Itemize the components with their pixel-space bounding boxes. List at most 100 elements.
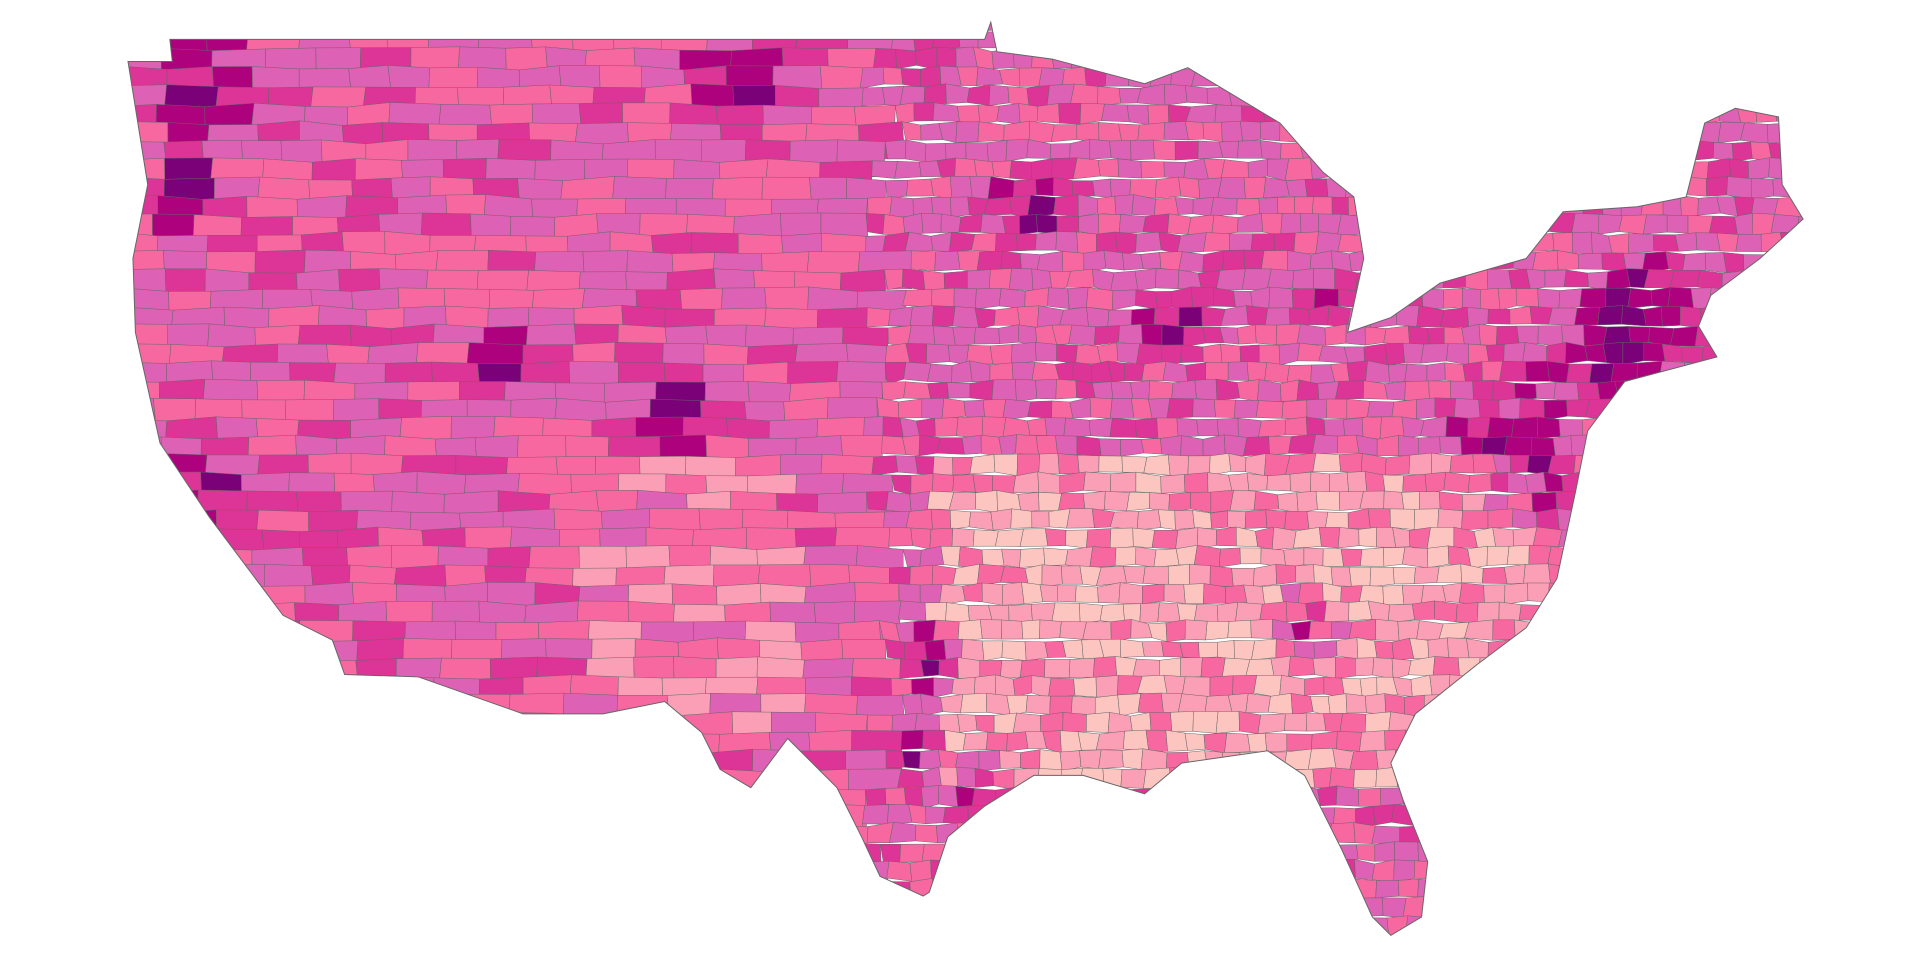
county <box>1707 658 1728 677</box>
county <box>1593 28 1621 50</box>
county <box>1778 711 1795 734</box>
county <box>1651 103 1674 126</box>
county <box>1293 527 1322 549</box>
county <box>1462 287 1481 310</box>
county <box>1288 434 1316 454</box>
county <box>616 861 661 901</box>
county <box>1355 271 1381 292</box>
county <box>1440 231 1462 255</box>
county <box>128 471 159 512</box>
county <box>245 767 300 809</box>
county <box>1482 22 1503 33</box>
county <box>213 918 259 936</box>
county <box>1097 342 1119 365</box>
county <box>1721 270 1745 292</box>
county <box>1606 879 1626 901</box>
county <box>1078 805 1103 824</box>
county <box>949 232 976 252</box>
county <box>1061 565 1083 585</box>
county <box>1420 825 1449 843</box>
county <box>210 933 267 936</box>
county <box>1057 585 1077 603</box>
county <box>1624 879 1647 901</box>
county <box>1421 288 1444 309</box>
county <box>1228 767 1252 790</box>
county <box>1696 823 1718 845</box>
county <box>1356 844 1376 862</box>
county <box>1097 158 1119 178</box>
county <box>1190 491 1212 513</box>
county <box>1755 581 1781 606</box>
county <box>1126 104 1150 125</box>
county <box>341 840 395 880</box>
county <box>1515 675 1534 695</box>
county <box>1160 435 1182 457</box>
county <box>1017 305 1040 328</box>
county <box>1694 806 1718 825</box>
county <box>1384 454 1411 476</box>
county <box>1290 620 1312 641</box>
county <box>1627 287 1653 309</box>
county <box>1796 231 1804 253</box>
county <box>1059 750 1082 772</box>
county <box>1167 564 1190 586</box>
county <box>1691 140 1714 161</box>
county <box>1748 157 1771 181</box>
county <box>1700 22 1721 32</box>
county <box>1136 343 1163 366</box>
county <box>1296 806 1316 828</box>
county <box>1679 694 1704 716</box>
county <box>1194 859 1215 882</box>
county <box>508 897 567 936</box>
county <box>1650 286 1671 308</box>
county <box>1436 563 1462 583</box>
county <box>1467 417 1491 439</box>
county <box>603 897 648 936</box>
county <box>1413 508 1439 531</box>
county <box>1371 825 1400 844</box>
county <box>1247 86 1270 107</box>
county <box>1184 732 1206 751</box>
county <box>1736 917 1760 936</box>
county <box>1590 565 1612 586</box>
county <box>153 489 199 530</box>
county <box>1556 123 1576 144</box>
county <box>1175 544 1198 566</box>
county <box>1418 139 1444 161</box>
county <box>638 713 685 752</box>
county <box>1274 785 1299 809</box>
county <box>1434 158 1455 181</box>
county <box>253 602 297 643</box>
county <box>1453 711 1476 735</box>
county <box>1643 342 1666 362</box>
county <box>1797 585 1804 605</box>
county <box>1189 29 1213 52</box>
county <box>1375 766 1398 788</box>
county <box>854 917 906 936</box>
county <box>1239 120 1261 143</box>
county <box>582 766 627 807</box>
county <box>1591 231 1613 255</box>
county <box>1253 563 1277 588</box>
county <box>1465 268 1489 292</box>
county <box>1717 583 1739 604</box>
county <box>885 749 905 768</box>
county <box>1267 693 1293 715</box>
county <box>1687 933 1713 936</box>
county <box>374 878 420 920</box>
county <box>1213 287 1236 308</box>
county <box>1203 232 1230 252</box>
county <box>1596 471 1625 495</box>
county <box>944 729 966 753</box>
county <box>1315 490 1340 511</box>
county <box>1116 918 1134 935</box>
county <box>1775 786 1796 808</box>
county <box>1495 674 1520 695</box>
county <box>1323 713 1343 733</box>
county <box>128 398 158 440</box>
county <box>1082 621 1112 642</box>
county <box>1699 529 1722 548</box>
county <box>1134 268 1157 291</box>
county <box>1781 897 1804 919</box>
county <box>1578 22 1600 32</box>
